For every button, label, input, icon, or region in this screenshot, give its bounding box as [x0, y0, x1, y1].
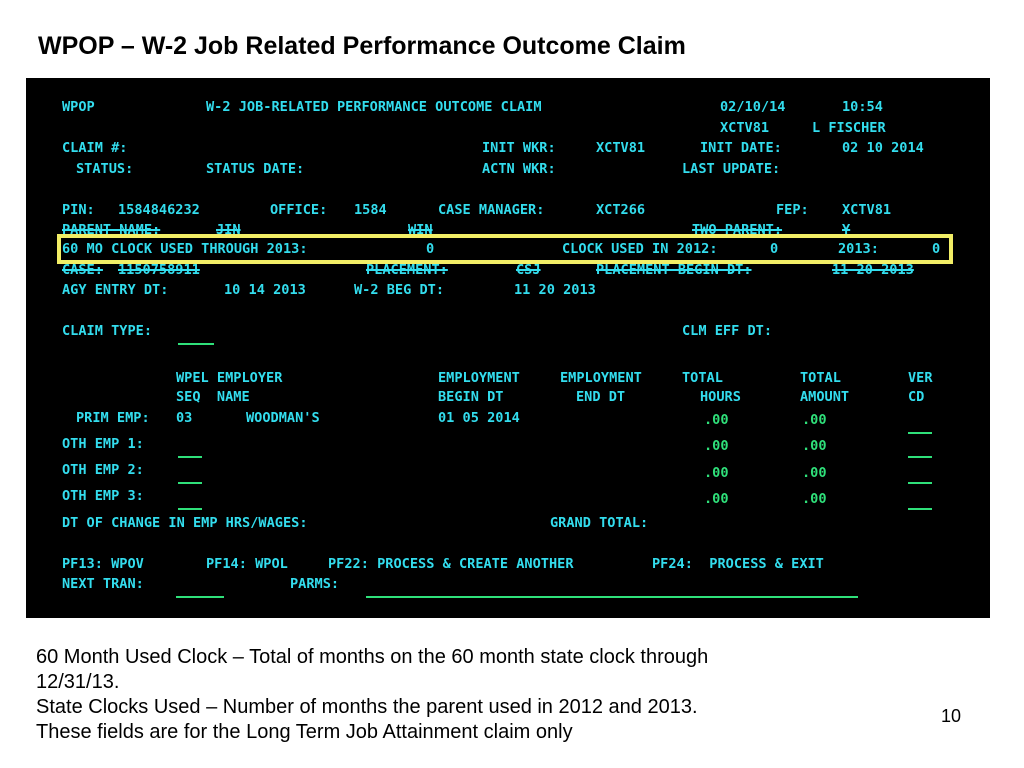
clock60-label: 60 MO CLOCK USED THROUGH 2013: [62, 241, 308, 257]
fep-value: XCTV81 [842, 202, 892, 218]
case-value: 1150758911 [118, 262, 200, 278]
agy-entry-label: AGY ENTRY DT: [62, 282, 169, 298]
oth-emp-3-ver-input[interactable] [908, 508, 932, 510]
col-seq-name: SEQ NAME [176, 389, 250, 405]
col-ver: VER [908, 370, 933, 386]
placement-label: PLACEMENT: [366, 262, 448, 278]
screen-title: W-2 JOB-RELATED PERFORMANCE OUTCOME CLAI… [206, 99, 542, 115]
clm-eff-label: CLM EFF DT: [682, 323, 773, 339]
clock2012-value: 0 [770, 241, 779, 257]
init-wkr-label: INIT WKR: [482, 140, 556, 156]
claim-type-label: CLAIM TYPE: [62, 323, 153, 339]
oth-emp-1-label: OTH EMP 1: [62, 436, 144, 452]
pf13-key[interactable]: PF13: WPOV [62, 556, 144, 572]
init-date-value: 02 10 2014 [842, 140, 924, 156]
init-wkr-value: XCTV81 [596, 140, 646, 156]
user-id: XCTV81 [720, 120, 770, 136]
placement-begin-label: PLACEMENT BEGIN DT: [596, 262, 752, 278]
claim-type-input[interactable] [178, 343, 214, 345]
last-update-label: LAST UPDATE: [682, 161, 781, 177]
col-hours: HOURS [700, 389, 741, 405]
prim-emp-amount[interactable]: .00 [802, 412, 827, 428]
claim-no-label: CLAIM #: [62, 140, 128, 156]
caption-line: These fields are for the Long Term Job A… [36, 721, 573, 743]
col-employment-end: EMPLOYMENT [560, 370, 642, 386]
oth-emp-1-seq-input[interactable] [178, 456, 202, 458]
screen-date: 02/10/14 [720, 99, 786, 115]
w2-beg-value: 11 20 2013 [514, 282, 596, 298]
col-cd: CD [908, 389, 925, 405]
pin-label: PIN: [62, 202, 95, 218]
col-amount: AMOUNT [800, 389, 850, 405]
pf14-key[interactable]: PF14: WPOL [206, 556, 288, 572]
oth-emp-2-amount[interactable]: .00 [802, 465, 827, 481]
tran-code: WPOP [62, 99, 95, 115]
col-total-amount: TOTAL [800, 370, 841, 386]
oth-emp-3-hours[interactable]: .00 [704, 491, 729, 507]
oth-emp-1-hours[interactable]: .00 [704, 438, 729, 454]
clock2013-label: 2013: [838, 241, 879, 257]
col-total-hours: TOTAL [682, 370, 723, 386]
slide-title: WPOP – W-2 Job Related Performance Outco… [38, 32, 686, 60]
col-employment-begin: EMPLOYMENT [438, 370, 520, 386]
oth-emp-1-ver-input[interactable] [908, 456, 932, 458]
agy-entry-value: 10 14 2013 [224, 282, 306, 298]
prim-emp-seq: 03 [176, 410, 193, 426]
col-wpel-employer: WPEL EMPLOYER [176, 370, 283, 386]
case-manager-label: CASE MANAGER: [438, 202, 545, 218]
office-label: OFFICE: [270, 202, 328, 218]
office-value: 1584 [354, 202, 387, 218]
oth-emp-2-seq-input[interactable] [178, 482, 202, 484]
grand-total-label: GRAND TOTAL: [550, 515, 649, 531]
next-tran-input[interactable] [176, 596, 224, 598]
actn-wkr-label: ACTN WKR: [482, 161, 556, 177]
terminal-screen: WPOP W-2 JOB-RELATED PERFORMANCE OUTCOME… [26, 78, 990, 618]
init-date-label: INIT DATE: [700, 140, 782, 156]
prim-emp-name: WOODMAN'S [246, 410, 320, 426]
next-tran-label: NEXT TRAN: [62, 576, 144, 592]
caption-line: State Clocks Used – Number of months the… [36, 696, 698, 718]
w2-beg-label: W-2 BEG DT: [354, 282, 445, 298]
pin-value: 1584846232 [118, 202, 200, 218]
clock60-value: 0 [426, 241, 435, 257]
placement-begin-value: 11 20 2013 [832, 262, 914, 278]
user-name: L FISCHER [812, 120, 886, 136]
placement-value: CSJ [516, 262, 541, 278]
oth-emp-2-ver-input[interactable] [908, 482, 932, 484]
parms-input[interactable] [366, 596, 858, 598]
parms-label: PARMS: [290, 576, 340, 592]
prim-emp-label: PRIM EMP: [76, 410, 150, 426]
case-manager-value: XCT266 [596, 202, 646, 218]
caption-line: 60 Month Used Clock – Total of months on… [36, 646, 709, 668]
prim-emp-ver-input[interactable] [908, 432, 932, 434]
oth-emp-2-label: OTH EMP 2: [62, 462, 144, 478]
oth-emp-3-amount[interactable]: .00 [802, 491, 827, 507]
pf22-key[interactable]: PF22: PROCESS & CREATE ANOTHER [328, 556, 574, 572]
clock2012-label: CLOCK USED IN 2012: [562, 241, 718, 257]
fep-label: FEP: [776, 202, 809, 218]
clock2013-value: 0 [932, 241, 941, 257]
col-begin-dt: BEGIN DT [438, 389, 504, 405]
oth-emp-2-hours[interactable]: .00 [704, 465, 729, 481]
highlight-box [57, 234, 953, 264]
col-end-dt: END DT [576, 389, 626, 405]
caption: 60 Month Used Clock – Total of months on… [36, 645, 936, 745]
oth-emp-3-label: OTH EMP 3: [62, 488, 144, 504]
page-number: 10 [941, 706, 962, 726]
prim-emp-begin-dt: 01 05 2014 [438, 410, 520, 426]
prim-emp-hours[interactable]: .00 [704, 412, 729, 428]
status-date-label: STATUS DATE: [206, 161, 305, 177]
status-label: STATUS: [76, 161, 134, 177]
screen-time: 10:54 [842, 99, 883, 115]
oth-emp-1-amount[interactable]: .00 [802, 438, 827, 454]
pf24-key[interactable]: PF24: PROCESS & EXIT [652, 556, 824, 572]
two-parent-value: Y [842, 222, 851, 238]
caption-line: 12/31/13. [36, 671, 120, 693]
dt-change-label: DT OF CHANGE IN EMP HRS/WAGES: [62, 515, 308, 531]
oth-emp-3-seq-input[interactable] [178, 508, 202, 510]
case-label: CASE: [62, 262, 103, 278]
